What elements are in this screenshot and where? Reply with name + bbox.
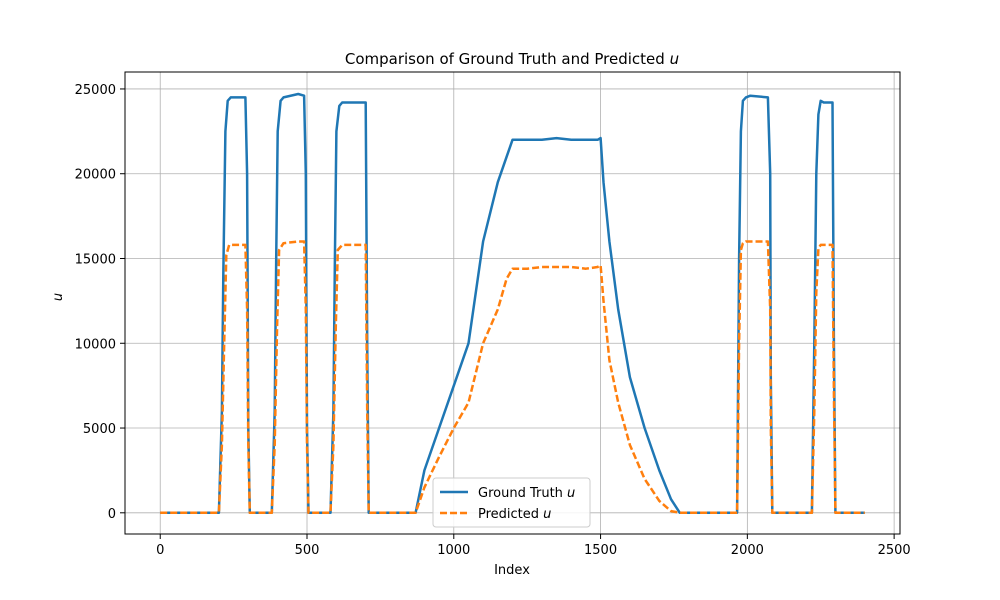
series-line-predicted [160, 240, 865, 515]
legend-label-predicted: Predicted u [478, 507, 551, 522]
chart-title: Comparison of Ground Truth and Predicted… [345, 50, 679, 68]
y-tick-label: 5000 [83, 422, 116, 437]
legend-predicted-prefix: Predicted [478, 507, 543, 522]
legend-predicted-var: u [543, 507, 551, 522]
legend-ground-truth-prefix: Ground Truth [478, 486, 567, 501]
series-line-ground-truth [160, 92, 865, 515]
x-tick-label: 2000 [731, 543, 764, 558]
chart-title-prefix: Comparison of Ground Truth and Predicted [345, 50, 670, 68]
y-axis-label: u [51, 293, 66, 301]
chart-title-var: u [670, 50, 680, 68]
x-tick-label: 0 [156, 543, 164, 558]
x-tick-label: 500 [295, 543, 320, 558]
y-tick-label: 0 [108, 507, 116, 522]
plot-frame [124, 71, 901, 535]
y-tick-label: 25000 [75, 83, 116, 98]
legend-ground-truth-var: u [567, 486, 575, 501]
axes-layer [124, 71, 901, 535]
x-tick-label: 1000 [437, 543, 470, 558]
x-tick-label: 2500 [878, 543, 911, 558]
legend-label-ground-truth: Ground Truth u [478, 486, 575, 501]
legend-box [432, 477, 591, 528]
tick-layer: 0 500 1000 1500 2000 250005000100001500020000… [75, 83, 911, 558]
legend: Ground Truth u Predicted u [432, 477, 591, 528]
y-tick-label: 15000 [75, 252, 116, 267]
y-tick-label: 10000 [75, 337, 116, 352]
x-axis-label: Index [494, 563, 530, 578]
series-layer [160, 92, 865, 515]
x-tick-label: 1500 [584, 543, 617, 558]
y-tick-label: 20000 [75, 168, 116, 183]
